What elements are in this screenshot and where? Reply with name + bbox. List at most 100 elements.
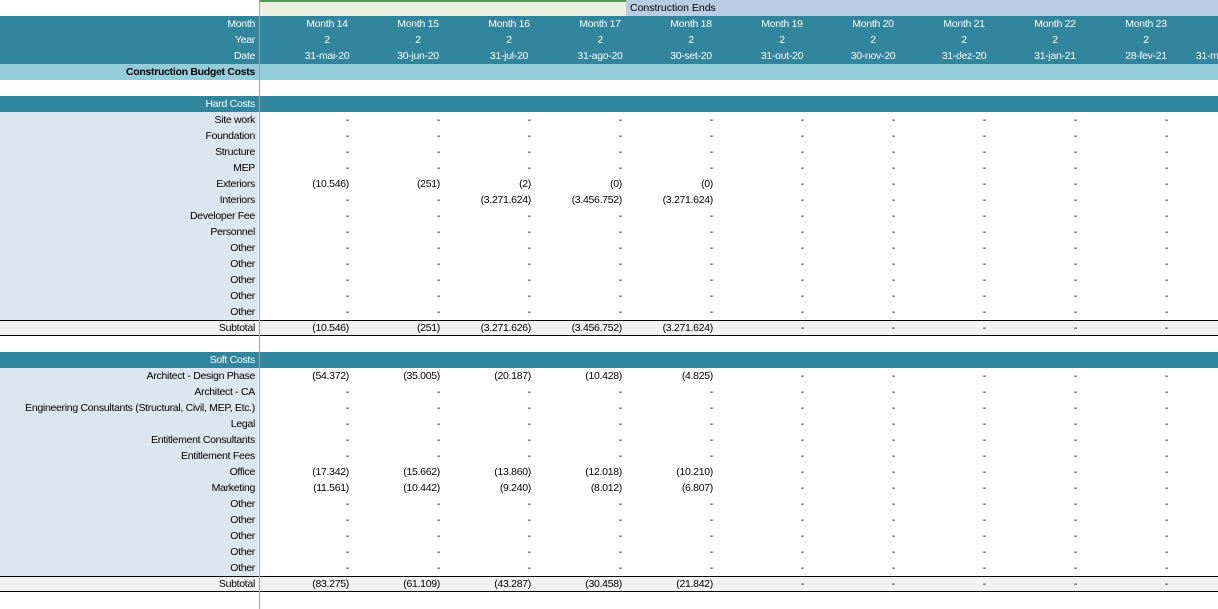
header-cell[interactable]: Month 19 xyxy=(761,18,803,30)
value-cell[interactable]: - xyxy=(527,450,532,462)
value-cell[interactable]: - xyxy=(618,450,623,462)
value-cell[interactable]: - xyxy=(800,178,805,190)
value-cell[interactable]: - xyxy=(891,386,896,398)
value-cell[interactable]: - xyxy=(345,306,350,318)
value-cell[interactable]: - xyxy=(800,386,805,398)
row-label[interactable]: Engineering Consultants (Structural, Civ… xyxy=(0,400,258,416)
value-cell[interactable]: - xyxy=(436,194,441,206)
subtotal-cell[interactable]: - xyxy=(1073,322,1078,334)
header-cell[interactable] xyxy=(1165,16,1218,32)
value-cell[interactable]: - xyxy=(527,242,532,254)
value-cell[interactable]: - xyxy=(982,466,987,478)
value-cell[interactable]: - xyxy=(982,242,987,254)
value-cell[interactable]: - xyxy=(982,162,987,174)
value-cell[interactable]: - xyxy=(891,130,896,142)
value-cell[interactable]: - xyxy=(345,402,350,414)
value-cell[interactable]: (3.271.624) xyxy=(662,194,714,206)
value-cell[interactable]: - xyxy=(800,402,805,414)
value-cell[interactable]: - xyxy=(800,530,805,542)
value-cell[interactable]: - xyxy=(527,162,532,174)
value-cell[interactable]: - xyxy=(527,130,532,142)
value-cell[interactable]: - xyxy=(436,546,441,558)
value-cell[interactable]: - xyxy=(618,530,623,542)
value-cell[interactable]: - xyxy=(527,226,532,238)
value-cell[interactable]: - xyxy=(345,386,350,398)
value-cell[interactable]: - xyxy=(1164,290,1169,302)
value-cell[interactable]: - xyxy=(618,290,623,302)
value-cell[interactable]: - xyxy=(1073,178,1078,190)
value-cell[interactable]: - xyxy=(345,418,350,430)
row-label[interactable]: Structure xyxy=(0,144,258,160)
value-cell[interactable]: - xyxy=(618,546,623,558)
value-cell[interactable]: - xyxy=(1073,146,1078,158)
value-cell[interactable]: - xyxy=(891,290,896,302)
value-cell[interactable]: - xyxy=(1164,162,1169,174)
value-cell[interactable]: - xyxy=(436,418,441,430)
row-label[interactable]: Other xyxy=(0,288,258,304)
value-cell[interactable]: - xyxy=(982,114,987,126)
value-cell[interactable]: - xyxy=(709,274,714,286)
value-cell[interactable]: - xyxy=(982,226,987,238)
value-cell[interactable]: - xyxy=(527,306,532,318)
value-cell[interactable]: - xyxy=(618,434,623,446)
header-cell[interactable]: Month 22 xyxy=(1034,18,1076,30)
value-cell[interactable]: - xyxy=(1073,274,1078,286)
value-cell[interactable]: - xyxy=(1164,450,1169,462)
value-cell[interactable]: - xyxy=(618,274,623,286)
value-cell[interactable]: - xyxy=(891,466,896,478)
value-cell[interactable]: - xyxy=(709,258,714,270)
value-cell[interactable]: - xyxy=(982,130,987,142)
header-cell[interactable]: 2 xyxy=(506,34,512,46)
value-cell[interactable]: - xyxy=(618,498,623,510)
value-cell[interactable]: - xyxy=(618,130,623,142)
value-cell[interactable]: - xyxy=(345,530,350,542)
subtotal-cell[interactable]: (251) xyxy=(416,322,440,334)
value-cell[interactable]: - xyxy=(800,306,805,318)
value-cell[interactable]: - xyxy=(1164,386,1169,398)
value-cell[interactable]: - xyxy=(891,370,896,382)
value-cell[interactable]: - xyxy=(618,242,623,254)
header-cell[interactable]: Month 16 xyxy=(488,18,530,30)
header-cell[interactable]: 2 xyxy=(597,34,603,46)
value-cell[interactable]: (4.825) xyxy=(681,370,713,382)
value-cell[interactable]: - xyxy=(891,194,896,206)
row-label[interactable]: Entitlement Consultants xyxy=(0,432,258,448)
value-cell[interactable]: - xyxy=(800,146,805,158)
row-label[interactable]: Other xyxy=(0,272,258,288)
row-label[interactable]: MEP xyxy=(0,160,258,176)
value-cell[interactable]: - xyxy=(800,482,805,494)
value-cell[interactable]: - xyxy=(982,498,987,510)
value-cell[interactable]: - xyxy=(709,130,714,142)
value-cell[interactable]: - xyxy=(891,498,896,510)
value-cell[interactable]: - xyxy=(527,530,532,542)
value-cell[interactable]: - xyxy=(1073,370,1078,382)
value-cell[interactable]: - xyxy=(345,514,350,526)
value-cell[interactable]: - xyxy=(1073,114,1078,126)
value-cell[interactable]: - xyxy=(436,562,441,574)
value-cell[interactable]: - xyxy=(1073,386,1078,398)
row-label[interactable]: Other xyxy=(0,496,258,512)
value-cell[interactable]: - xyxy=(1164,146,1169,158)
value-cell[interactable]: - xyxy=(709,402,714,414)
value-cell[interactable]: - xyxy=(345,562,350,574)
value-cell[interactable]: - xyxy=(800,290,805,302)
value-cell[interactable]: - xyxy=(709,418,714,430)
value-cell[interactable]: (251) xyxy=(416,178,440,190)
value-cell[interactable]: - xyxy=(1073,450,1078,462)
value-cell[interactable]: - xyxy=(982,290,987,302)
value-cell[interactable]: - xyxy=(436,162,441,174)
header-cell[interactable]: 31-jul-20 xyxy=(489,50,529,62)
row-label[interactable]: Other xyxy=(0,528,258,544)
row-label[interactable]: Other xyxy=(0,544,258,560)
value-cell[interactable]: - xyxy=(709,146,714,158)
subtotal-cell[interactable]: - xyxy=(1164,578,1169,590)
value-cell[interactable]: (17.342) xyxy=(312,466,349,478)
value-cell[interactable]: - xyxy=(1164,402,1169,414)
header-cell[interactable]: 2 xyxy=(779,34,785,46)
value-cell[interactable]: - xyxy=(800,498,805,510)
value-cell[interactable]: - xyxy=(891,178,896,190)
value-cell[interactable]: - xyxy=(345,146,350,158)
value-cell[interactable]: - xyxy=(891,514,896,526)
value-cell[interactable]: - xyxy=(982,450,987,462)
